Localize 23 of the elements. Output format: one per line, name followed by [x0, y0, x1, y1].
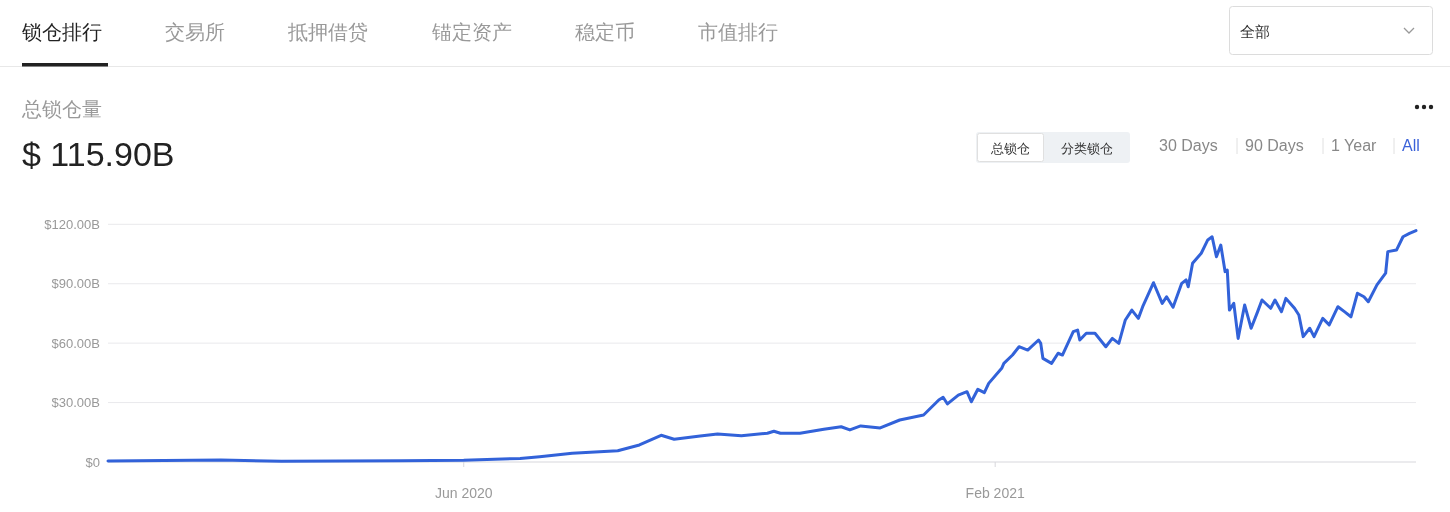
text: 全部	[1240, 23, 1270, 41]
x-tick-label: Feb 2021	[965, 485, 1025, 501]
text: 交易所	[165, 20, 225, 44]
y-tick-label: $60.00B	[51, 335, 100, 351]
y-tick-label: $0	[85, 454, 100, 470]
y-tick-label: $90.00B	[51, 276, 100, 292]
text: 总锁仓	[990, 141, 1030, 156]
y-tick-label: $120.00B	[44, 216, 100, 232]
text: All	[1402, 137, 1420, 154]
text: 分类锁仓	[1061, 141, 1113, 156]
text: 90 Days	[1245, 137, 1304, 154]
text: 锚定资产	[431, 20, 512, 44]
text: 稳定币	[575, 20, 635, 44]
line-series	[106, 229, 1418, 463]
text: 30 Days	[1159, 137, 1218, 154]
text: 锁仓排行	[21, 20, 102, 44]
text: 市值排行	[698, 20, 778, 44]
x-tick-label: Jun 2020	[434, 485, 493, 501]
chart-subtitle: $ 115.90B	[22, 135, 175, 173]
chart-title: 总锁仓量	[21, 97, 102, 121]
text: 1 Year	[1331, 137, 1378, 154]
y-tick-label: $30.00B	[51, 395, 100, 411]
text: 抵押借贷	[287, 20, 368, 44]
